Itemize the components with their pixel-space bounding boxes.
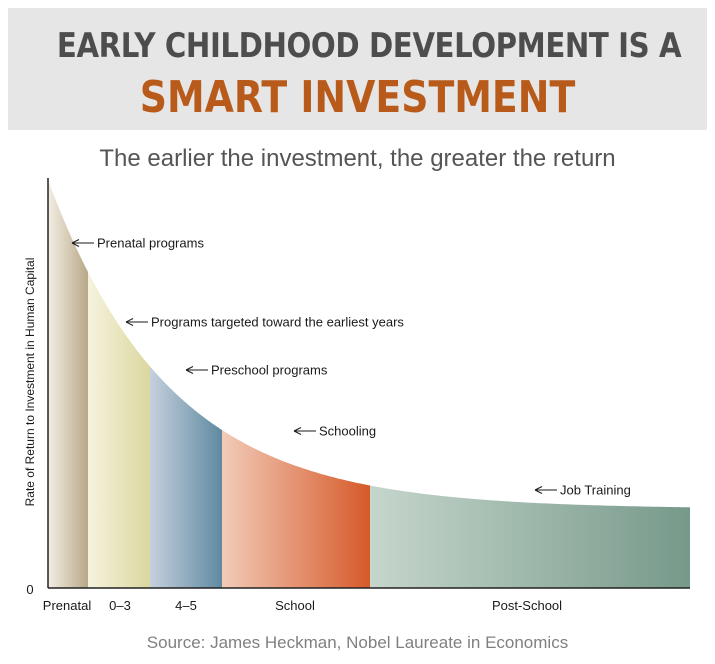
- chart-subtitle: The earlier the investment, the greater …: [99, 145, 616, 172]
- svg-text:Job Training: Job Training: [560, 483, 631, 498]
- svg-text:Programs targeted toward the e: Programs targeted toward the earliest ye…: [151, 315, 404, 330]
- annotation-prenatal-programs: Prenatal programs: [71, 236, 204, 251]
- annotation-preschool-programs: Preschool programs: [185, 363, 328, 378]
- segment-post-school: [370, 485, 690, 588]
- title-banner: EARLY CHILDHOOD DEVELOPMENT IS A SMART I…: [8, 8, 707, 130]
- y-axis-label: Rate of Return to Investment in Human Ca…: [23, 258, 37, 507]
- x-tick-label-4-5: 4–5: [175, 598, 197, 613]
- x-tick-label-school: School: [275, 598, 315, 613]
- title-line-2: SMART INVESTMENT: [139, 72, 576, 123]
- title-line-1: EARLY CHILDHOOD DEVELOPMENT IS A: [56, 26, 682, 66]
- svg-text:Schooling: Schooling: [319, 424, 376, 439]
- svg-text:Prenatal programs: Prenatal programs: [97, 236, 204, 251]
- annotation-earliest-years: Programs targeted toward the earliest ye…: [125, 315, 404, 330]
- segment-0-3: [88, 272, 150, 588]
- x-tick-label-0-3: 0–3: [109, 598, 131, 613]
- annotation-schooling: Schooling: [293, 424, 376, 439]
- y-origin-label: 0: [26, 582, 33, 597]
- source-credit: Source: James Heckman, Nobel Laureate in…: [146, 633, 569, 652]
- segment-prenatal: [48, 180, 88, 588]
- annotation-job-training: Job Training: [534, 483, 631, 498]
- x-tick-label-post-school: Post-School: [492, 598, 562, 613]
- segment-school: [222, 430, 370, 588]
- x-tick-label-prenatal: Prenatal: [43, 598, 92, 613]
- svg-text:Preschool programs: Preschool programs: [211, 363, 328, 378]
- segment-4-5: [150, 366, 222, 588]
